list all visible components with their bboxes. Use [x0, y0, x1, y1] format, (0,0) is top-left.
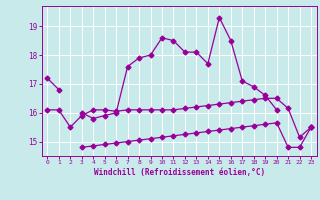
X-axis label: Windchill (Refroidissement éolien,°C): Windchill (Refroidissement éolien,°C): [94, 168, 265, 177]
